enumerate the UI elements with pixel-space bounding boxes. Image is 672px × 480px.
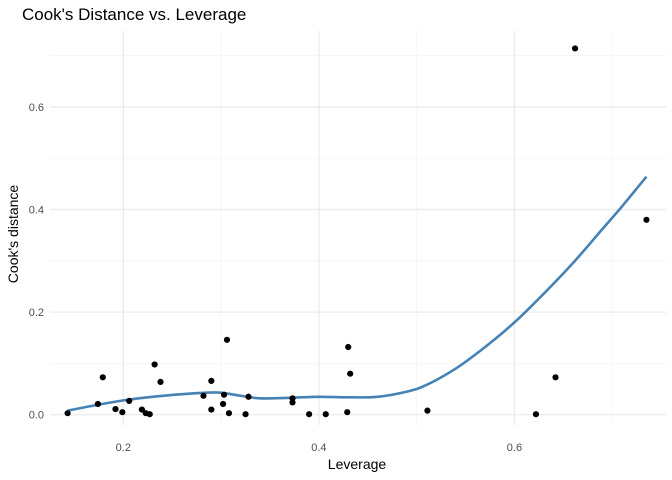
data-point xyxy=(200,392,207,399)
major-gridlines xyxy=(50,31,666,425)
data-point xyxy=(208,377,215,384)
minor-gridlines xyxy=(50,31,666,425)
y-tick-label: 0.0 xyxy=(29,410,44,422)
data-point xyxy=(94,400,102,408)
data-point xyxy=(552,374,559,381)
data-points xyxy=(64,45,650,418)
x-tick-label: 0.4 xyxy=(311,442,326,454)
data-point xyxy=(157,378,164,386)
data-point xyxy=(306,411,313,418)
data-point xyxy=(532,411,540,418)
data-point xyxy=(344,409,351,416)
data-point xyxy=(345,343,352,351)
data-point xyxy=(126,397,133,404)
data-point xyxy=(289,399,296,406)
data-point xyxy=(424,407,431,414)
x-tick-label: 0.2 xyxy=(116,442,131,454)
data-point xyxy=(64,410,71,417)
x-axis-ticks: 0.2 0.4 0.6 xyxy=(116,442,522,454)
data-point xyxy=(643,216,650,223)
smooth-trend-line xyxy=(67,175,648,412)
data-point xyxy=(347,370,354,377)
data-point xyxy=(138,406,146,413)
data-point xyxy=(219,400,227,408)
data-point xyxy=(225,410,233,417)
data-point xyxy=(119,409,126,416)
y-axis-title: Cook's distance xyxy=(5,185,21,284)
data-point xyxy=(112,405,119,413)
data-point xyxy=(322,411,329,418)
chart-title: Cook's Distance vs. Leverage xyxy=(22,5,246,24)
data-point xyxy=(242,411,249,418)
y-tick-label: 0.2 xyxy=(29,307,44,319)
data-point xyxy=(571,45,579,52)
y-axis-ticks: 0.0 0.2 0.4 0.6 xyxy=(29,102,44,422)
data-point xyxy=(151,361,158,368)
x-axis-title: Leverage xyxy=(328,456,387,472)
data-point xyxy=(99,374,106,381)
data-point xyxy=(245,393,252,400)
data-point xyxy=(220,391,228,398)
data-point xyxy=(208,406,215,413)
y-tick-label: 0.4 xyxy=(29,205,44,217)
y-tick-label: 0.6 xyxy=(29,102,44,114)
x-tick-label: 0.6 xyxy=(507,442,522,454)
data-point xyxy=(223,336,231,343)
data-point xyxy=(146,411,153,418)
